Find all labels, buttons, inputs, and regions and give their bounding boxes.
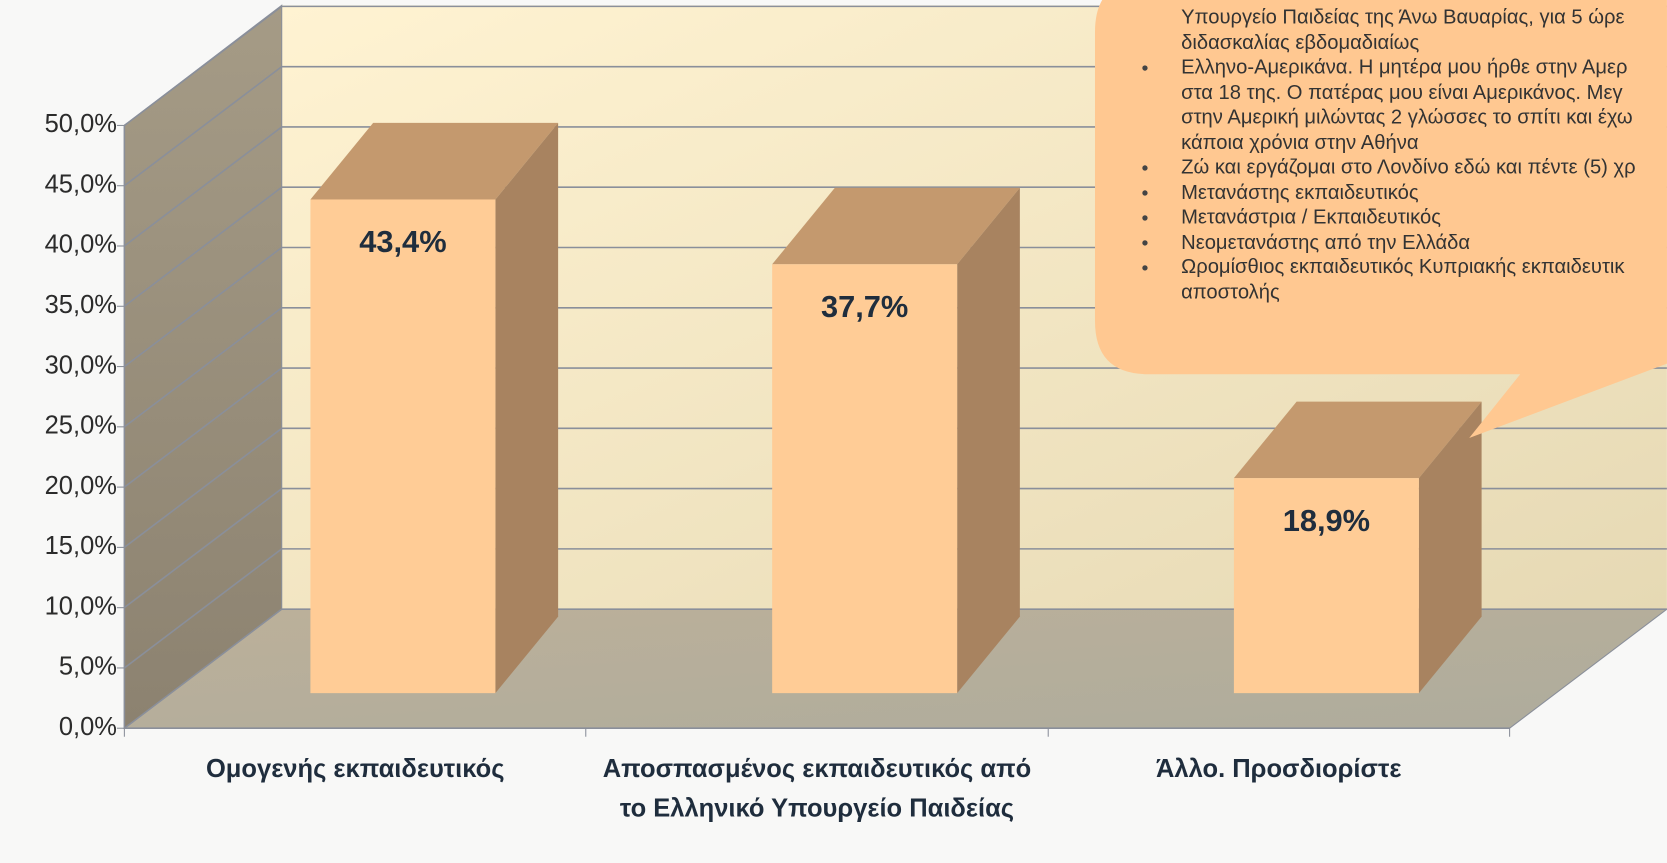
- callout-text: κάποια χρόνια στην Αθήνα: [1181, 131, 1419, 154]
- grid-line: [123, 66, 283, 187]
- bullet: [1142, 65, 1148, 71]
- bullet: [1142, 265, 1148, 271]
- y-tick-label: 50,0%: [45, 110, 117, 138]
- value-label: 43,4%: [359, 224, 446, 259]
- y-tick-label: 45,0%: [45, 170, 117, 198]
- grid-line: [123, 5, 283, 127]
- callout-text: Ελληνο-Αμερικάνα. Η μητέρα μου ήρθε στην…: [1181, 56, 1628, 79]
- y-tick-label: 15,0%: [45, 532, 117, 560]
- y-tick-label: 35,0%: [45, 291, 117, 319]
- callout-text: Μετανάστρια / Εκπαιδευτικός: [1181, 206, 1441, 229]
- value-label: 18,9%: [1283, 503, 1370, 538]
- callout-text: αποστολής: [1181, 281, 1280, 304]
- callout-text: Ωρομίσθιος εκπαιδευτικός Κυπριακής εκπαι…: [1181, 256, 1625, 279]
- grid-line: [123, 427, 283, 549]
- y-tick-label: 25,0%: [45, 412, 117, 440]
- grid-line: [123, 548, 283, 669]
- bar-side: [495, 122, 559, 694]
- bar: [772, 264, 958, 694]
- x-tick-label: Άλλο. Προσδιορίστε: [1155, 754, 1402, 784]
- bar-side: [957, 187, 1020, 694]
- callout-text: στην Αμερική μιλώντας 2 γλώσσες το σπίτι…: [1181, 106, 1633, 129]
- y-tick-label: 40,0%: [45, 231, 117, 259]
- bullet: [1142, 215, 1148, 221]
- callout-text: στα 18 της. Ο πατέρας μου είναι Αμερικάν…: [1181, 81, 1623, 104]
- callout-text: Μετανάστης εκπαιδευτικός: [1181, 181, 1419, 204]
- callout-bubble: [1094, 0, 1667, 438]
- grid-line: [123, 186, 283, 307]
- x-tick-label: Ομογενής εκπαιδευτικός: [205, 754, 505, 784]
- bullet: [1142, 190, 1148, 196]
- y-tick-label: 5,0%: [59, 653, 117, 681]
- grid-line: [123, 487, 283, 609]
- grid-line: [123, 246, 283, 368]
- callout-text: διδασκαλίας εβδομαδιαίως: [1181, 31, 1420, 54]
- y-tick-label: 10,0%: [45, 592, 117, 620]
- callout-text: Ζώ και εργάζομαι στο Λονδίνο εδώ και πέν…: [1181, 156, 1636, 179]
- bullet: [1142, 240, 1148, 246]
- bar: [1233, 478, 1419, 694]
- bar-top: [310, 122, 559, 200]
- bar: [310, 199, 496, 694]
- value-label: 37,7%: [821, 289, 908, 324]
- y-tick-label: 0,0%: [59, 713, 117, 741]
- grid-line: [123, 367, 283, 488]
- bar-side: [1418, 401, 1482, 694]
- y-tick-label: 20,0%: [45, 472, 117, 500]
- grid-line: [123, 608, 283, 729]
- bar-top: [772, 187, 1020, 265]
- bar-top: [1233, 401, 1482, 479]
- bullet: [1142, 165, 1148, 171]
- grid-line: [123, 126, 283, 247]
- callout-text: Νεομετανάστης από την Ελλάδα: [1181, 231, 1471, 254]
- grid-line: [123, 307, 283, 428]
- y-tick-label: 30,0%: [45, 351, 117, 379]
- x-tick-label: Αποσπασμένος εκπαιδευτικός από το Ελληνι…: [602, 754, 1032, 823]
- callout-text: Υπουργείο Παιδείας της Άνω Βαυαρίας, για…: [1181, 6, 1625, 29]
